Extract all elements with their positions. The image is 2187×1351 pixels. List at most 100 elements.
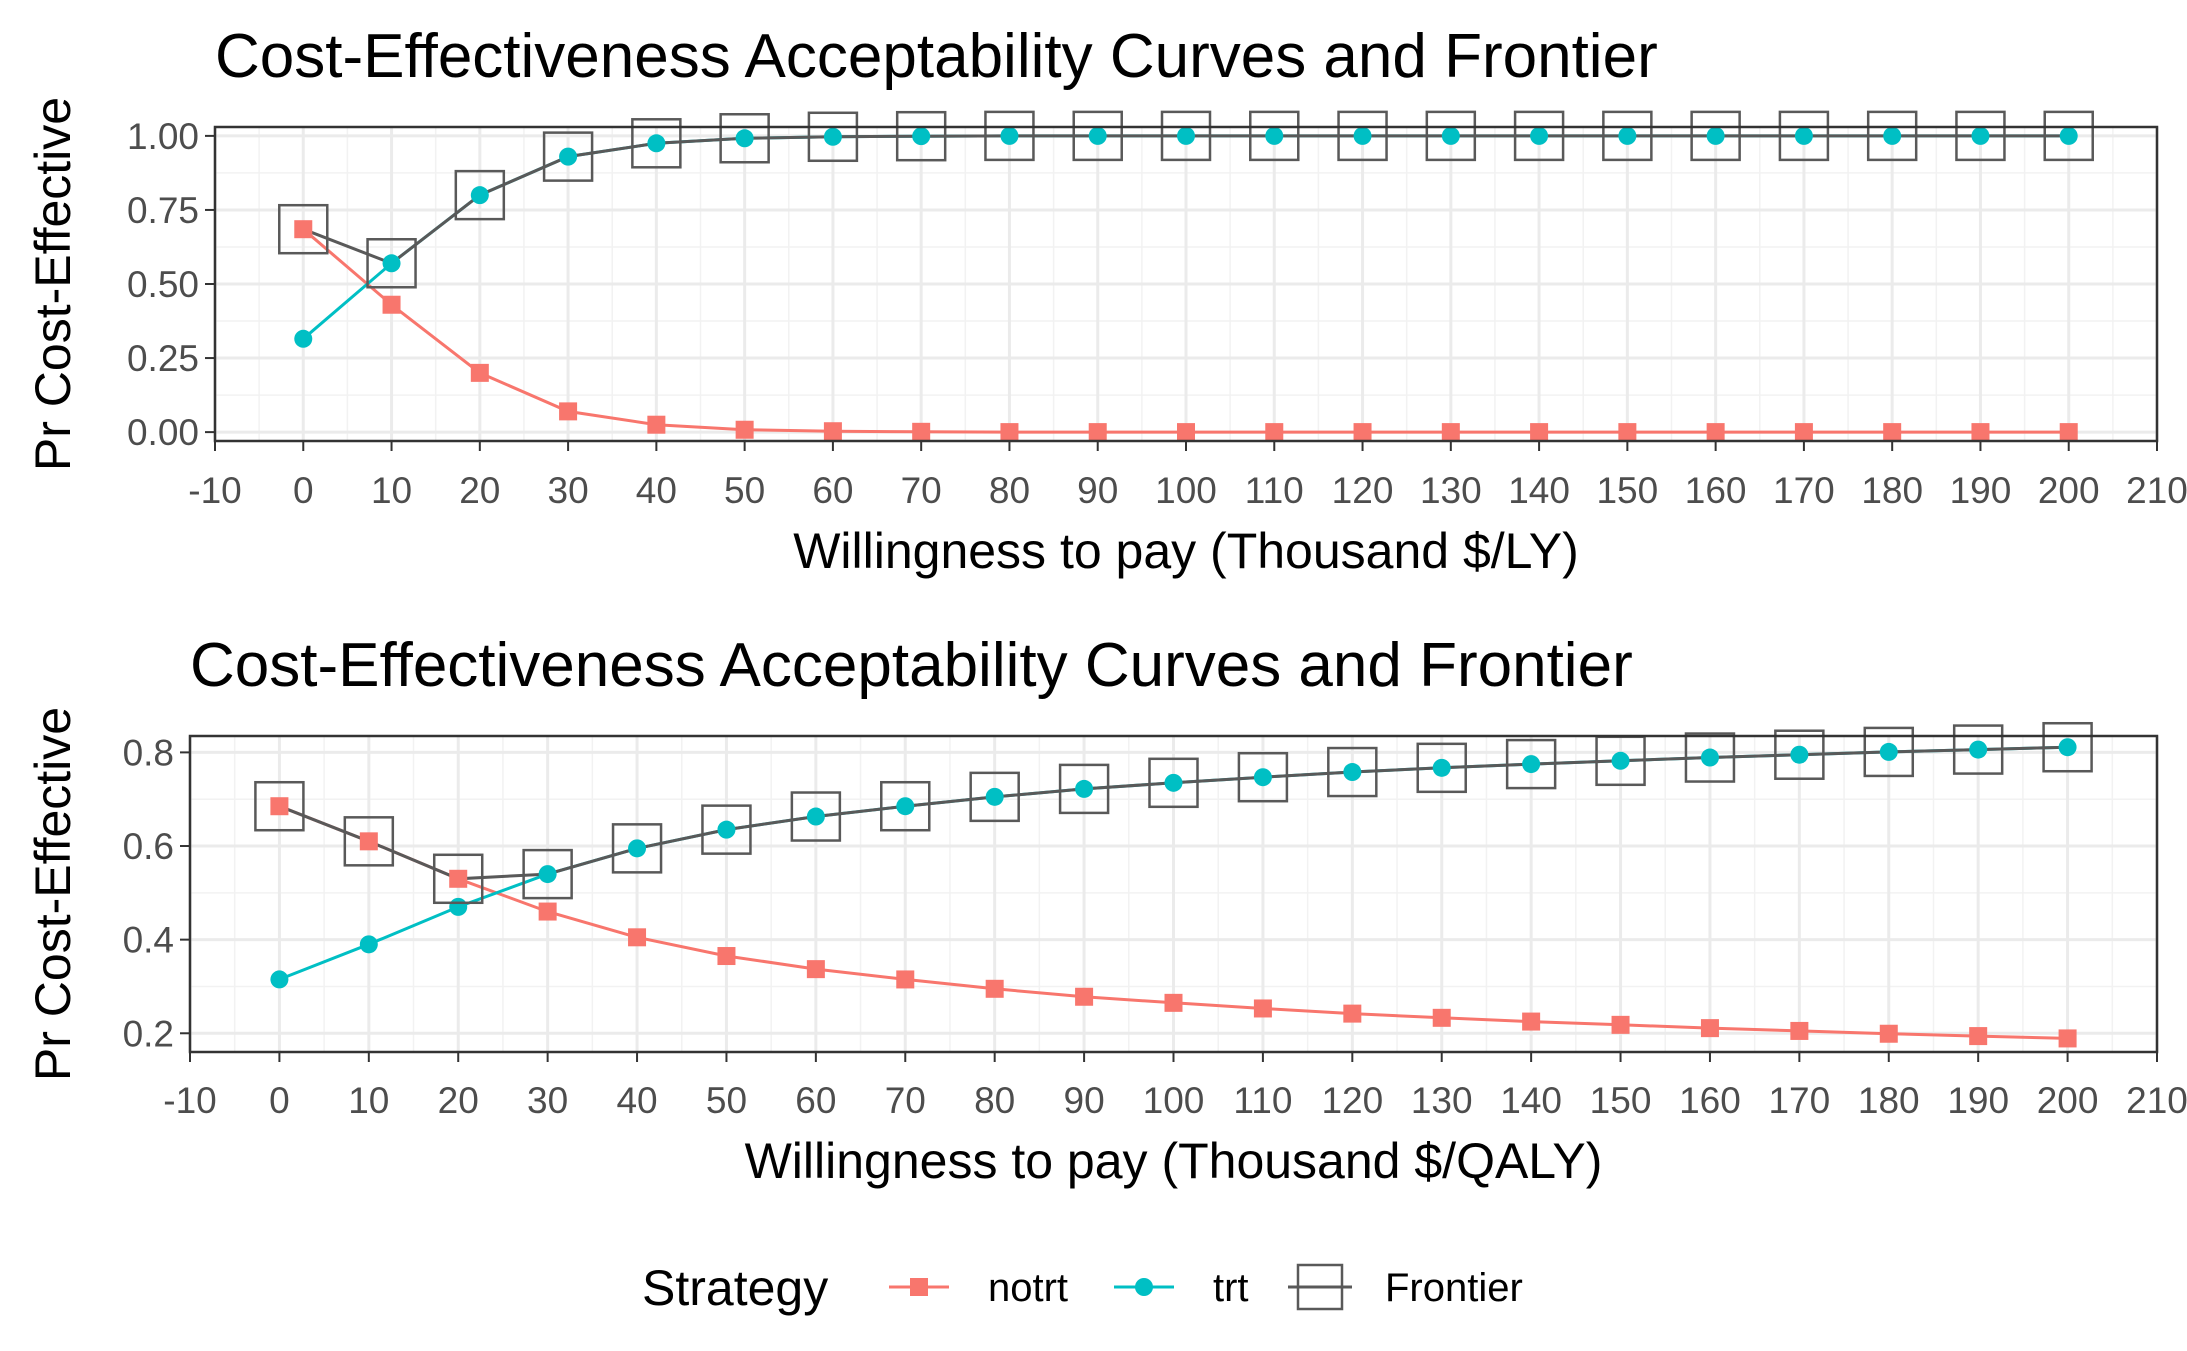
data-point-notrt (1611, 1015, 1630, 1034)
data-point-trt (628, 839, 647, 858)
x-tick-label: 100 (1155, 470, 1217, 511)
y-axis-label: Pr Cost-Effective (25, 97, 81, 471)
data-point-trt (1265, 126, 1284, 145)
data-point-Frontier (1327, 746, 1378, 798)
data-point-notrt (1441, 423, 1460, 442)
data-point-trt (1253, 768, 1272, 787)
legend-key-Frontier (1288, 1263, 1352, 1311)
data-point-Frontier (366, 238, 417, 289)
data-point-notrt (382, 295, 401, 314)
data-point-trt (1164, 773, 1183, 792)
data-point-Frontier (1425, 110, 1477, 162)
chart-title: Cost-Effectiveness Acceptability Curves … (190, 631, 1633, 700)
data-point-Frontier (895, 110, 947, 162)
data-point-notrt (1164, 993, 1183, 1012)
data-point-trt (823, 127, 842, 146)
x-tick-label: 40 (616, 1080, 657, 1121)
legend-label-trt: trt (1213, 1266, 1249, 1310)
data-point-Frontier (1513, 110, 1565, 162)
data-point-trt (717, 820, 736, 839)
data-point-trt (1790, 745, 1809, 764)
x-axis-label: Willingness to pay (Thousand $/QALY) (745, 1133, 1603, 1189)
legend-label-notrt: notrt (988, 1266, 1068, 1310)
y-tick-label: 0.2 (123, 1013, 174, 1054)
data-point-trt (1618, 126, 1637, 145)
x-tick-label: 190 (1947, 1080, 2009, 1121)
data-point-Frontier (1955, 110, 2006, 162)
data-point-Frontier (1778, 110, 1830, 162)
data-point-trt (1441, 126, 1460, 145)
data-point-Frontier (719, 113, 770, 164)
data-point-trt (294, 329, 313, 348)
data-point-trt (1177, 126, 1195, 145)
data-point-trt (1611, 751, 1630, 770)
data-point-notrt (1353, 423, 1372, 442)
data-point-Frontier (1863, 726, 1915, 778)
data-point-trt (1971, 126, 1990, 145)
x-tick-label: 0 (293, 470, 314, 511)
x-tick-label: 20 (459, 470, 500, 511)
data-point-Frontier (1505, 738, 1557, 790)
data-point-trt (382, 254, 401, 273)
y-axis-label: Pr Cost-Effective (25, 707, 81, 1081)
y-tick-label: 0.8 (123, 732, 174, 773)
data-point-Frontier (278, 203, 329, 255)
data-point-notrt (270, 797, 289, 816)
series-group (254, 721, 2093, 1048)
x-tick-label: 170 (1773, 470, 1835, 511)
data-point-notrt (1432, 1008, 1451, 1027)
y-tick-label: 0.50 (127, 264, 199, 305)
data-point-trt (2058, 738, 2077, 757)
x-axis-label: Willingness to pay (Thousand $/LY) (793, 523, 1579, 579)
data-point-notrt (1618, 423, 1637, 442)
series-markers-trt (294, 126, 2078, 348)
data-point-Frontier (611, 823, 663, 874)
x-tick-label: -10 (163, 1080, 216, 1121)
y-tick-label: 0.6 (123, 826, 174, 867)
data-point-Frontier (1774, 729, 1825, 780)
data-point-notrt (717, 947, 736, 966)
legend-marker (1296, 1263, 1344, 1311)
legend-title: Strategy (642, 1260, 828, 1316)
series-markers-Frontier (254, 721, 2093, 905)
series-group (278, 110, 2094, 442)
data-point-notrt (538, 902, 557, 921)
data-point-trt (1700, 748, 1719, 767)
data-point-notrt (896, 970, 915, 989)
data-point-Frontier (1416, 742, 1467, 794)
data-point-trt (1706, 126, 1725, 145)
data-point-Frontier (1690, 110, 1741, 162)
legend-marker (910, 1278, 928, 1296)
x-tick-label: 30 (527, 1080, 568, 1121)
data-point-notrt (1088, 423, 1107, 442)
x-tick-label: 190 (1950, 470, 2012, 511)
plot-border (213, 125, 2159, 443)
y-tick-label: 1.00 (127, 116, 199, 157)
data-point-Frontier (1072, 110, 1123, 162)
data-point-trt (1522, 755, 1541, 774)
data-point-Frontier (1148, 757, 1199, 809)
data-point-Frontier (454, 169, 506, 221)
data-point-notrt (823, 422, 842, 441)
data-point-Frontier (542, 131, 594, 182)
series-markers-notrt (270, 797, 2077, 1048)
x-tick-label: 80 (989, 470, 1030, 511)
data-point-Frontier (1602, 110, 1653, 162)
x-tick-label: 210 (2126, 470, 2187, 511)
legend-label-Frontier: Frontier (1385, 1266, 1523, 1310)
x-tick-label: 140 (1500, 1080, 1562, 1121)
data-point-trt (735, 129, 754, 148)
data-point-Frontier (984, 110, 1035, 162)
data-point-trt (1432, 758, 1451, 777)
x-tick-label: 130 (1420, 470, 1482, 511)
data-point-Frontier (790, 791, 842, 842)
gridlines (213, 127, 2159, 441)
x-tick-label: 50 (724, 470, 765, 511)
legend: Strategy notrt trt Frontier (642, 1260, 1523, 1316)
x-tick-label: 60 (795, 1080, 836, 1121)
y-tick-label: 0.00 (127, 412, 199, 453)
data-point-Frontier (1237, 751, 1289, 803)
x-tick-label: 150 (1590, 1080, 1652, 1121)
x-tick-label: 90 (1064, 1080, 1105, 1121)
